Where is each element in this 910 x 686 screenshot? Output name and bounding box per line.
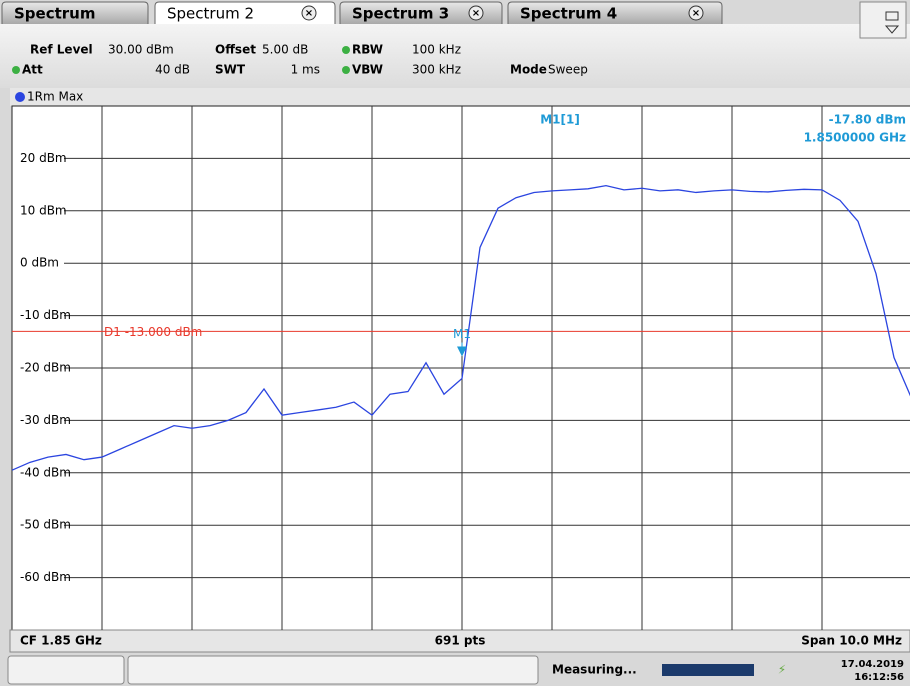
tab-close-icon: × [472, 8, 480, 19]
tab-close-icon: × [692, 8, 700, 19]
setting-value: 300 kHz [412, 63, 461, 77]
setting-value: 30.00 dBm [108, 43, 174, 57]
trace-dot [15, 92, 25, 102]
points: 691 pts [435, 634, 486, 648]
tab-close[interactable] [301, 5, 317, 21]
status-dot [342, 66, 350, 74]
status-field [7, 655, 125, 685]
marker [457, 346, 467, 357]
tab-label: Spectrum 3 [352, 5, 449, 23]
tab-label: Spectrum 4 [520, 5, 617, 23]
marker-frequency: 1.8500000 GHz [804, 131, 906, 145]
setting-label: Ref Level [30, 43, 93, 57]
status-time: 16:12:56 [854, 672, 904, 683]
y-tick-label: -50 dBm [20, 518, 71, 532]
setting-label: Offset [215, 43, 256, 57]
footer-bar [9, 629, 910, 653]
tab[interactable] [507, 1, 723, 24]
trace-label-bar [10, 88, 910, 106]
y-tick-label: -60 dBm [20, 570, 71, 584]
toolbar-icon [885, 11, 899, 21]
settings-panel [0, 24, 910, 88]
tab[interactable] [1, 1, 149, 24]
progress-bar [662, 664, 754, 676]
setting-value: Sweep [548, 63, 588, 77]
trace [11, 184, 910, 471]
setting-label: Mode [510, 63, 547, 77]
setting-value: 1 ms [291, 63, 320, 77]
tab[interactable] [154, 1, 336, 24]
setting-value: 40 dB [155, 63, 190, 77]
setting-label: SWT [215, 63, 246, 77]
tab[interactable] [339, 1, 503, 24]
center-frequency: CF 1.85 GHz [20, 634, 102, 648]
setting-label: RBW [352, 43, 383, 57]
tab-label: Spectrum [14, 5, 95, 23]
status-dot [12, 66, 20, 74]
marker-value: -17.80 dBm [829, 113, 906, 127]
y-tick-label: 20 dBm [20, 151, 67, 165]
span: Span 10.0 MHz [801, 634, 902, 648]
status-dot [342, 46, 350, 54]
y-tick-label: -10 dBm [20, 308, 71, 322]
status-icon: ⚡ [778, 663, 786, 677]
trace-label: 1Rm Max [27, 90, 83, 104]
setting-label: Att [22, 63, 43, 77]
status-field [127, 655, 539, 685]
marker-name: M1 [453, 327, 471, 341]
toolbar-icon [884, 25, 900, 34]
marker-title: M1[1] [540, 113, 580, 127]
toolbar-button[interactable] [859, 1, 907, 39]
y-tick-label: -30 dBm [20, 413, 71, 427]
setting-value: 100 kHz [412, 43, 461, 57]
y-tick-label: 10 dBm [20, 203, 67, 217]
tab-close[interactable] [468, 5, 484, 21]
setting-value: 5.00 dB [262, 43, 308, 57]
y-tick-label: -40 dBm [20, 465, 71, 479]
y-tick-label: -20 dBm [20, 361, 71, 375]
y-tick-label: 0 dBm [20, 256, 59, 270]
setting-label: VBW [352, 63, 383, 77]
tab-close[interactable] [688, 5, 704, 21]
status-date: 17.04.2019 [841, 659, 904, 670]
status-state: Measuring... [552, 663, 637, 677]
tab-label: Spectrum 2 [167, 5, 254, 23]
tab-close-icon: × [305, 8, 313, 19]
display-line-label: D1 -13.000 dBm [104, 325, 202, 339]
